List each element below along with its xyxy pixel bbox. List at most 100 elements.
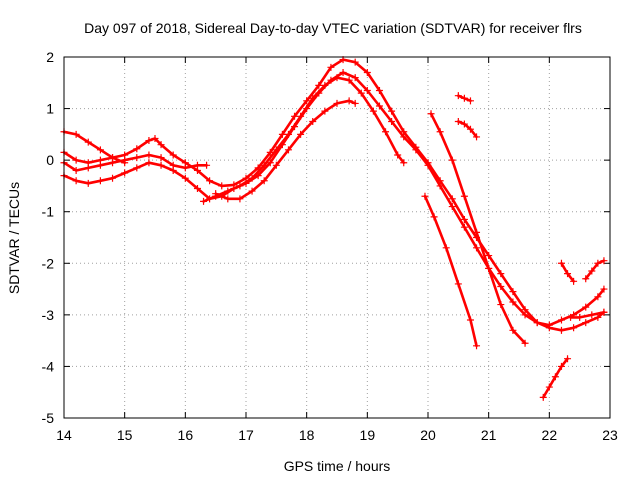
data-point xyxy=(557,326,565,334)
data-point xyxy=(272,161,280,169)
data-point xyxy=(96,161,104,169)
data-point xyxy=(448,156,456,164)
data-point xyxy=(297,130,305,138)
data-point xyxy=(345,97,353,105)
series-line xyxy=(62,71,606,327)
data-point xyxy=(473,133,481,141)
series-sat-c xyxy=(60,151,211,174)
data-point xyxy=(206,177,214,185)
data-point xyxy=(193,185,201,193)
data-point xyxy=(375,87,383,95)
data-point xyxy=(412,146,420,154)
data-point xyxy=(169,166,177,174)
data-point xyxy=(466,125,474,133)
data-point xyxy=(497,301,505,309)
data-point xyxy=(382,128,390,136)
data-point xyxy=(460,120,468,128)
data-point xyxy=(509,326,517,334)
data-point xyxy=(284,130,292,138)
data-point xyxy=(369,107,377,115)
data-point xyxy=(278,130,286,138)
data-point xyxy=(339,68,347,76)
data-point xyxy=(145,137,153,145)
series-sat-n xyxy=(567,308,608,321)
series-line xyxy=(569,311,606,319)
y-tick-label: -5 xyxy=(42,410,55,426)
data-point xyxy=(539,393,547,401)
data-point xyxy=(200,197,208,205)
y-tick-label: -3 xyxy=(42,307,55,323)
data-point xyxy=(236,195,244,203)
data-point xyxy=(400,133,408,141)
data-point xyxy=(224,187,232,195)
axis-ticks xyxy=(63,56,611,419)
y-tick-label: 2 xyxy=(46,49,54,65)
data-point xyxy=(545,383,553,391)
series-line xyxy=(429,112,527,345)
data-point xyxy=(557,362,565,370)
data-point xyxy=(466,316,474,324)
data-point xyxy=(388,107,396,115)
data-point xyxy=(460,192,468,200)
data-point xyxy=(133,164,141,172)
data-point xyxy=(600,257,608,265)
data-point xyxy=(84,138,92,146)
data-point xyxy=(363,68,371,76)
data-point xyxy=(321,107,329,115)
data-point xyxy=(121,169,129,177)
data-point xyxy=(248,187,256,195)
x-tick-label: 21 xyxy=(481,427,497,443)
data-point xyxy=(454,117,462,125)
data-point xyxy=(567,313,575,321)
data-point xyxy=(272,146,280,154)
data-point xyxy=(448,203,456,211)
series-sat-l xyxy=(557,259,578,285)
series-line xyxy=(584,259,606,281)
series-line xyxy=(62,58,606,332)
x-axis-label: GPS time / hours xyxy=(284,458,391,474)
data-point xyxy=(576,313,584,321)
data-point xyxy=(266,148,274,156)
data-point xyxy=(473,228,481,236)
data-point xyxy=(151,134,159,142)
data-point xyxy=(533,319,541,327)
series-sat-e xyxy=(200,74,408,205)
chart-title: Day 097 of 2018, Sidereal Day-to-day VTE… xyxy=(84,20,582,36)
data-point xyxy=(473,244,481,252)
data-point xyxy=(570,324,578,332)
data-point xyxy=(460,94,468,102)
data-point xyxy=(521,311,529,319)
data-point xyxy=(224,195,232,203)
data-point xyxy=(291,112,299,120)
data-point xyxy=(460,223,468,231)
data-point xyxy=(466,97,474,105)
data-point xyxy=(236,182,244,190)
data-point xyxy=(133,145,141,153)
data-point xyxy=(363,87,371,95)
data-point xyxy=(485,264,493,272)
data-point xyxy=(181,174,189,182)
data-point xyxy=(388,117,396,125)
data-point xyxy=(454,280,462,288)
data-point xyxy=(181,164,189,172)
data-point xyxy=(557,259,565,267)
data-point xyxy=(84,179,92,187)
data-point xyxy=(582,275,590,283)
data-point xyxy=(121,156,129,164)
data-point xyxy=(421,192,429,200)
y-tick-label: 0 xyxy=(46,152,54,168)
y-tick-label: -4 xyxy=(42,358,55,374)
data-point xyxy=(84,164,92,172)
x-tick-label: 18 xyxy=(299,427,315,443)
y-tick-labels: -5 -4 -3 -2 -1 0 1 2 xyxy=(42,49,55,426)
data-point xyxy=(218,182,226,190)
y-axis-label: SDTVAR / TECUs xyxy=(6,182,22,294)
data-point xyxy=(351,58,359,66)
data-point xyxy=(594,293,602,301)
data-point xyxy=(436,182,444,190)
data-point xyxy=(594,259,602,267)
data-point xyxy=(351,74,359,82)
data-point xyxy=(145,151,153,159)
data-point xyxy=(570,277,578,285)
data-point xyxy=(485,252,493,260)
